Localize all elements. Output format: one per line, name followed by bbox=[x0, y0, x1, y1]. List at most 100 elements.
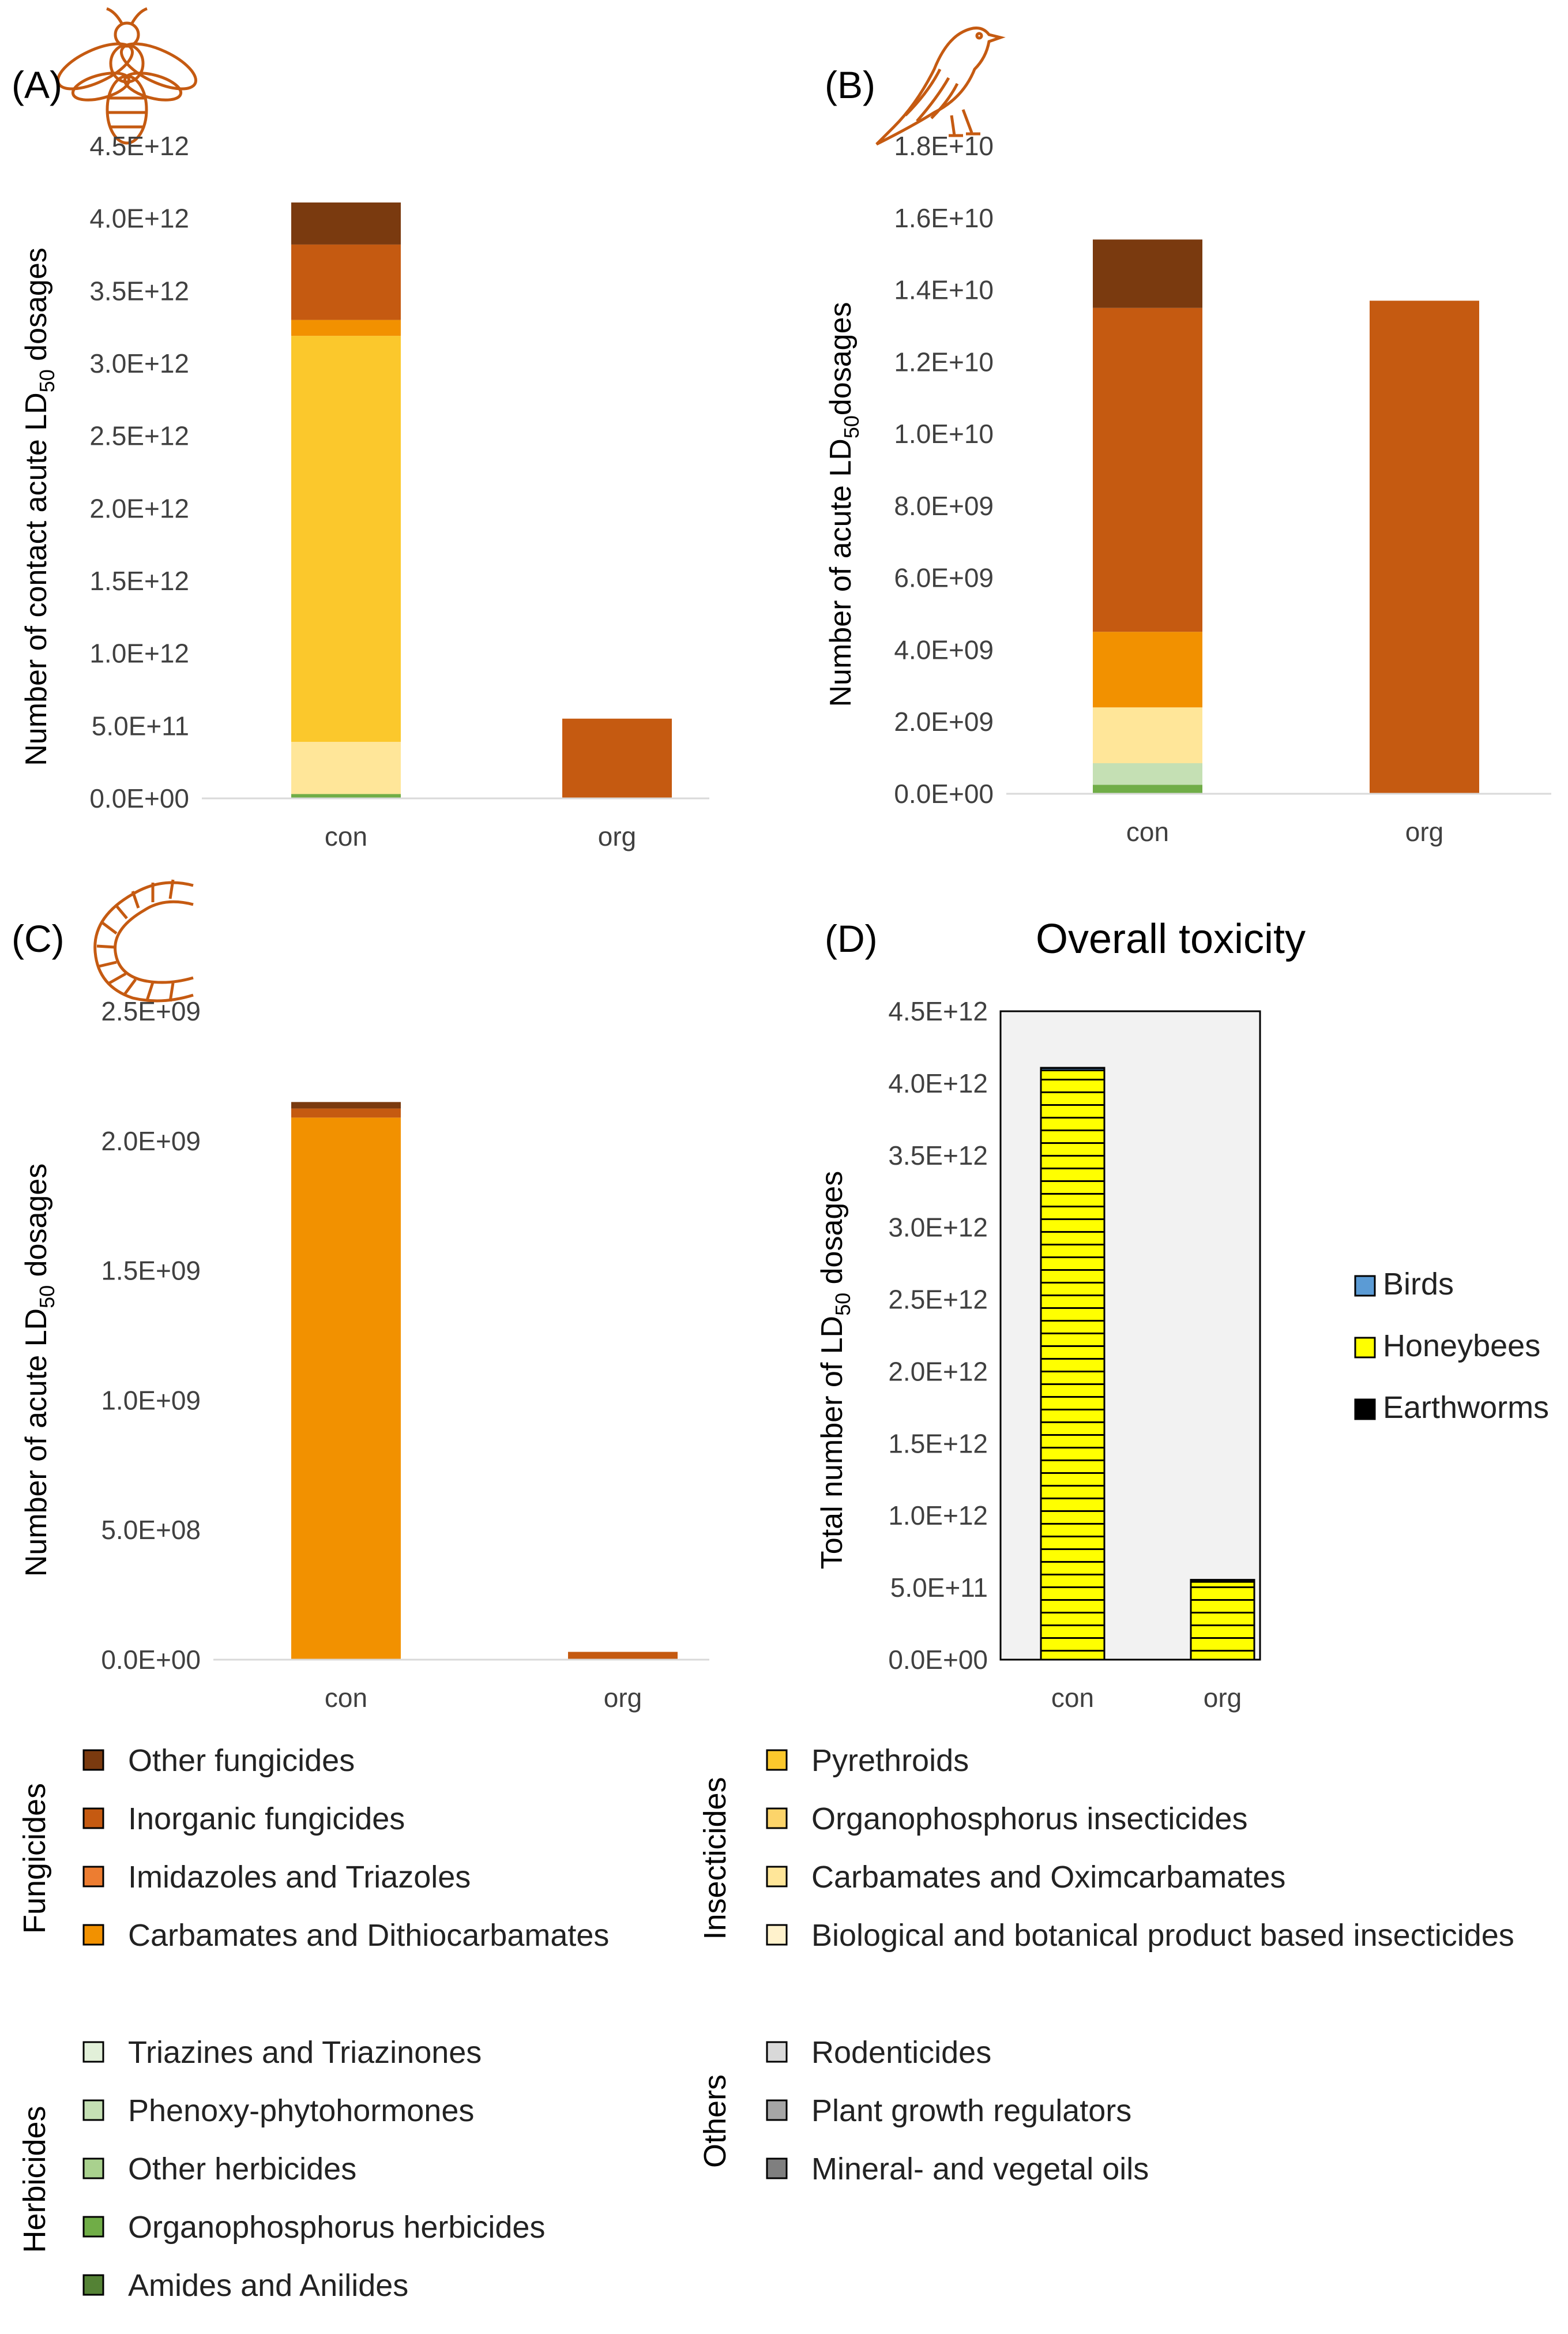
legend-swatch-amides-and-anilides bbox=[82, 2274, 104, 2296]
bar-honeybees-org bbox=[1190, 1581, 1255, 1661]
legend-group-title: Fungicides bbox=[17, 1783, 52, 1934]
y-tick-label: 8.0E+09 bbox=[894, 491, 994, 521]
legend-label-amides-and-anilides: Amides and Anilides bbox=[128, 2268, 408, 2303]
legend-label-biological-and-botanical-product-based-insecticides: Biological and botanical product based i… bbox=[811, 1918, 1514, 1953]
legend-label-imidazoles-and-triazoles: Imidazoles and Triazoles bbox=[128, 1860, 471, 1894]
bar-other-fungicides-con bbox=[291, 202, 401, 245]
legend-label-carbamates-and-oximcarbamates: Carbamates and Oximcarbamates bbox=[811, 1860, 1285, 1894]
bar-carbamates-and-dithiocarbamates-con bbox=[291, 320, 401, 336]
legend-group-insecticides: Insecticides Pyrethroids Organophosphorus … bbox=[698, 1743, 1514, 1953]
legend-label-organophosphorus-herbicides: Organophosphorus herbicides bbox=[128, 2210, 545, 2245]
y-tick-label: 1.5E+12 bbox=[888, 1428, 988, 1458]
earthworm-icon bbox=[93, 879, 194, 1003]
bar-carbamates-and-dithiocarbamates-con bbox=[291, 1117, 401, 1660]
legend-swatch-carbamates-and-oximcarbamates bbox=[766, 1866, 788, 1888]
chart-title: Overall toxicity bbox=[1036, 916, 1306, 962]
legend-swatch-phenoxy-phytohormones bbox=[82, 2099, 104, 2121]
y-tick-label: 4.0E+12 bbox=[888, 1068, 988, 1098]
bar-earthworms-org bbox=[1190, 1579, 1255, 1581]
y-tick-label: 2.0E+09 bbox=[894, 707, 994, 737]
y-tick-label: 0.0E+00 bbox=[894, 779, 994, 809]
legend-group-herbicides: Herbicides Triazines and Triazinones Pheno… bbox=[17, 2035, 545, 2303]
bird-icon bbox=[875, 27, 1006, 146]
panel-label: (B) bbox=[825, 63, 875, 106]
legend-swatch-biological-and-botanical-product-based-insecticides bbox=[766, 1924, 788, 1946]
x-tick-label: con bbox=[325, 821, 367, 851]
legend-label-organophosphorus-insecticides: Organophosphorus insecticides bbox=[811, 1802, 1247, 1836]
y-tick-label: 4.0E+12 bbox=[89, 204, 189, 234]
chart-d: (D) Overall toxicity 0.0E+00 5.0E+11 1.0E+12… bbox=[815, 916, 1549, 1713]
bar-inorganic-fungicides-con bbox=[1093, 307, 1202, 632]
y-tick-label: 1.0E+09 bbox=[101, 1385, 201, 1415]
y-tick-label: 1.8E+10 bbox=[894, 131, 994, 161]
legend-label-rodenticides: Rodenticides bbox=[811, 2035, 991, 2070]
y-tick-label: 3.0E+12 bbox=[888, 1213, 988, 1243]
legend-label-earthworms: Earthworms bbox=[1383, 1390, 1549, 1425]
y-tick-label: 1.0E+10 bbox=[894, 419, 994, 449]
legend-group-fungicides: Fungicides Other fungicides Inorganic fung… bbox=[17, 1743, 609, 1953]
y-tick-label: 6.0E+09 bbox=[894, 563, 994, 593]
y-tick-label: 2.5E+09 bbox=[101, 996, 201, 1026]
y-tick-label: 0.0E+00 bbox=[888, 1645, 988, 1675]
bar-organophosphorus-herbicides-con bbox=[291, 794, 401, 798]
legend-swatch-inorganic-fungicides bbox=[82, 1807, 104, 1829]
bar-carbamates-and-oximcarbamates-con bbox=[1093, 707, 1202, 763]
y-tick-label: 3.0E+12 bbox=[89, 348, 189, 378]
bar-inorganic-fungicides-org bbox=[568, 1652, 678, 1660]
legend-swatch-imidazoles-and-triazoles bbox=[82, 1866, 104, 1888]
y-axis-label: Number of acute LD50dosages bbox=[824, 302, 863, 707]
legend-swatch-earthworms bbox=[1354, 1398, 1376, 1420]
bar-inorganic-fungicides-con bbox=[291, 1108, 401, 1118]
bar-pyrethroids-con bbox=[291, 336, 401, 742]
legend-group-title: Others bbox=[698, 2074, 732, 2168]
y-tick-label: 0.0E+00 bbox=[89, 783, 189, 813]
legend-swatch-mineral-and-vegetal-oils bbox=[766, 2157, 788, 2179]
legend-swatch-organophosphorus-herbicides bbox=[82, 2216, 104, 2238]
y-tick-label: 1.4E+10 bbox=[894, 275, 994, 305]
y-tick-label: 1.5E+09 bbox=[101, 1256, 201, 1286]
bar-other-fungicides-con bbox=[1093, 239, 1202, 308]
legend-swatch-carbamates-and-dithiocarbamates bbox=[82, 1924, 104, 1946]
y-tick-label: 5.0E+11 bbox=[92, 711, 189, 741]
legend-label-other-fungicides: Other fungicides bbox=[128, 1743, 355, 1778]
plot-area bbox=[999, 1010, 1261, 1661]
bar-other-fungicides-con bbox=[291, 1102, 401, 1109]
y-tick-label: 1.0E+12 bbox=[888, 1500, 988, 1530]
chart-b: (B) 0.0E+00 2.0E+09 4.0E+09 6.0E+09 8.0E+09 1.… bbox=[824, 63, 1551, 847]
legend-group-title: Insecticides bbox=[698, 1777, 732, 1939]
y-tick-label: 4.5E+12 bbox=[888, 996, 988, 1026]
legend-label-carbamates-and-dithiocarbamates: Carbamates and Dithiocarbamates bbox=[128, 1918, 609, 1953]
bar-carbamates-and-oximcarbamates-con bbox=[291, 741, 401, 794]
bar-inorganic-fungicides-org bbox=[562, 718, 672, 798]
legend-label-other-herbicides: Other herbicides bbox=[128, 2152, 356, 2186]
legend-swatch-honeybees bbox=[1354, 1337, 1376, 1359]
legend-label-plant-growth-regulators: Plant growth regulators bbox=[811, 2093, 1131, 2128]
bar-inorganic-fungicides-org bbox=[1370, 301, 1479, 794]
x-tick-label: org bbox=[1204, 1683, 1242, 1713]
x-tick-label: con bbox=[1126, 817, 1169, 847]
legend-swatch-plant-growth-regulators bbox=[766, 2099, 788, 2121]
bar-organophosphorus-herbicides-con bbox=[1093, 785, 1202, 794]
bar-carbamates-and-dithiocarbamates-con bbox=[1093, 632, 1202, 708]
legend-label-pyrethroids: Pyrethroids bbox=[811, 1743, 969, 1778]
y-tick-label: 2.5E+12 bbox=[89, 421, 189, 451]
legend-label-honeybees: Honeybees bbox=[1383, 1329, 1540, 1363]
legend-label-birds: Birds bbox=[1383, 1267, 1454, 1301]
y-axis-label: Total number of LD50 dosages bbox=[815, 1171, 855, 1569]
overall-legend: Birds Honeybees Earthworms bbox=[1354, 1267, 1549, 1425]
legend-swatch-other-fungicides bbox=[82, 1749, 104, 1771]
legend-swatch-pyrethroids bbox=[766, 1749, 788, 1771]
legend-label-mineral-and-vegetal-oils: Mineral- and vegetal oils bbox=[811, 2152, 1149, 2186]
y-tick-label: 0.0E+00 bbox=[101, 1645, 201, 1675]
y-tick-label: 1.2E+10 bbox=[894, 347, 994, 377]
y-tick-label: 1.6E+10 bbox=[894, 203, 994, 233]
bee-icon bbox=[56, 7, 198, 145]
y-tick-label: 3.5E+12 bbox=[89, 276, 189, 306]
y-tick-label: 3.5E+12 bbox=[888, 1140, 988, 1170]
y-tick-label: 5.0E+11 bbox=[890, 1573, 988, 1603]
legend-label-phenoxy-phytohormones: Phenoxy-phytohormones bbox=[128, 2093, 474, 2128]
bar-phenoxy-phytohormones-con bbox=[1093, 763, 1202, 785]
y-tick-label: 2.5E+12 bbox=[888, 1285, 988, 1315]
legend-group-others: Others Rodenticides Plant growth regulator… bbox=[698, 2035, 1149, 2186]
